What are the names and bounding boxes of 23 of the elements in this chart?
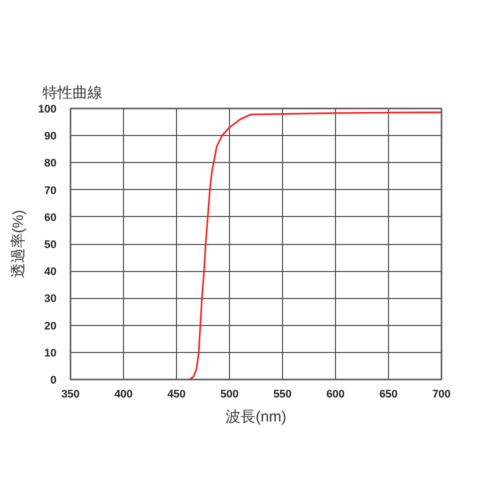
x-tick-label: 400 [114,388,133,400]
x-tick-label: 350 [61,388,80,400]
x-tick-label: 700 [432,388,451,400]
y-tick-label: 100 [38,104,57,116]
chart-title: 特性曲線 [42,84,102,102]
y-tick-label: 40 [44,266,57,278]
x-axis-title: 波長(nm) [226,408,286,426]
y-tick-label: 10 [44,347,57,360]
y-tick-label: 70 [44,184,57,197]
y-tick-label: 80 [44,158,57,170]
y-tick-label: 60 [44,212,57,224]
x-tick-label: 550 [273,388,292,400]
line-series [188,111,442,380]
y-tick-label: 50 [44,239,57,251]
x-tick-label: 500 [220,388,239,400]
y-tick-label: 20 [44,320,57,332]
y-tick-label: 90 [44,130,57,143]
y-axis-title: 透過率(%) [10,210,28,278]
y-tick-label: 30 [44,293,57,306]
x-tick-label: 450 [167,388,186,400]
y-tick-label: 0 [50,374,57,386]
x-tick-label: 650 [379,388,398,400]
x-tick-label: 600 [326,388,345,400]
